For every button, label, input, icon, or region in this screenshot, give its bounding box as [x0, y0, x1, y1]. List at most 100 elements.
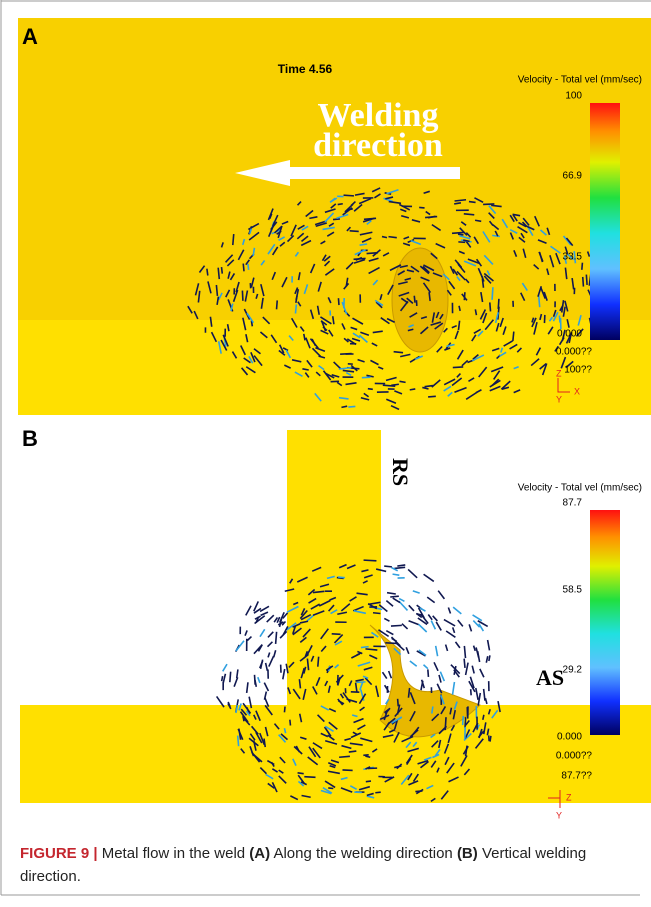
flow-vector — [428, 669, 429, 677]
flow-vector — [234, 677, 238, 686]
flow-vector — [402, 624, 408, 629]
flow-vector — [436, 646, 438, 656]
color-bar — [590, 103, 620, 340]
flow-vector — [348, 406, 355, 407]
flow-vector — [466, 663, 468, 675]
flow-vector — [414, 296, 415, 303]
flow-vector — [266, 663, 268, 671]
flow-vector — [338, 204, 343, 205]
flow-vector — [453, 682, 455, 695]
time-label: Time 4.56 — [278, 62, 333, 76]
flow-vector — [482, 279, 483, 288]
flow-vector — [318, 657, 319, 667]
flow-vector — [248, 264, 249, 270]
flow-vector — [298, 773, 304, 774]
flow-vector — [489, 655, 490, 661]
flow-vector — [255, 680, 256, 687]
panel-label: A — [22, 24, 38, 49]
flow-vector — [264, 683, 268, 691]
flow-vector — [431, 621, 435, 630]
flow-vector — [424, 665, 428, 669]
arrow-text: direction — [313, 127, 443, 164]
flow-vector — [453, 367, 463, 368]
flow-vector — [408, 569, 417, 577]
scale-label: 0.000 — [557, 732, 582, 743]
flow-vector — [399, 599, 404, 602]
flow-vector — [393, 574, 400, 575]
flow-vector — [230, 672, 231, 683]
flow-vector — [469, 202, 476, 203]
flow-vector — [415, 791, 422, 792]
figure-number: FIGURE 9 | — [20, 845, 98, 862]
flow-vector — [583, 277, 584, 287]
flow-vector — [428, 615, 432, 620]
flow-vector — [349, 751, 357, 752]
flow-vector — [216, 285, 217, 296]
flow-vector — [444, 620, 455, 626]
flow-vector — [268, 632, 273, 638]
panel-label: B — [22, 426, 38, 451]
flow-vector — [243, 716, 244, 721]
figure: A Time 4.56 Welding direction Velocity -… — [0, 0, 651, 907]
flow-vector — [453, 627, 455, 633]
flow-vector — [464, 214, 474, 215]
flow-vector — [409, 621, 419, 625]
flow-vector — [453, 607, 461, 614]
flow-vector — [399, 381, 405, 382]
flow-vector — [366, 781, 371, 782]
flow-vector — [427, 597, 434, 602]
caption-text: Along the welding direction — [273, 845, 452, 862]
flow-vector — [424, 574, 434, 581]
caption: FIGURE 9 | Metal flow in the weld (A) Al… — [20, 842, 630, 888]
flow-vector — [433, 616, 438, 621]
scale-label: 58.5 — [563, 585, 583, 596]
flow-vector — [245, 630, 247, 635]
flow-vector — [484, 689, 485, 701]
flow-vector — [342, 770, 352, 771]
scale-note: 0.000?? — [556, 347, 593, 358]
caption-ref: (A) — [249, 845, 270, 862]
flow-vector — [458, 234, 463, 235]
flow-vector — [463, 716, 464, 725]
flow-vector — [490, 736, 491, 742]
flow-vector — [383, 385, 395, 386]
flow-vector — [397, 565, 405, 566]
flow-vector — [472, 666, 474, 674]
flow-vector — [488, 640, 490, 650]
flow-vector — [222, 267, 223, 274]
flow-vector — [390, 596, 399, 597]
flow-vector — [448, 607, 450, 613]
tool — [392, 248, 448, 352]
flow-vector — [328, 788, 333, 789]
flow-vector — [413, 591, 420, 593]
color-bar — [590, 510, 620, 735]
flow-vector — [222, 676, 223, 681]
scale-note: 0.000?? — [556, 751, 593, 762]
rs-label: RS — [388, 458, 413, 486]
flow-vector — [207, 269, 208, 276]
flow-vector — [452, 232, 464, 233]
flow-vector — [242, 291, 243, 301]
flow-vector — [408, 688, 409, 698]
flow-vector — [478, 651, 480, 662]
flow-vector — [237, 669, 238, 678]
flow-vector — [236, 641, 244, 651]
flow-vector — [425, 217, 437, 218]
flow-vector — [464, 659, 465, 668]
flow-vector — [419, 624, 427, 632]
scale-label: 29.2 — [563, 665, 583, 676]
flow-vector — [338, 577, 345, 578]
flow-vector — [295, 304, 296, 313]
flow-vector — [223, 674, 225, 683]
flow-vector — [340, 354, 352, 355]
flow-vector — [280, 618, 282, 627]
flow-vector — [428, 396, 436, 397]
flow-vector — [582, 263, 583, 270]
flow-vector — [429, 292, 430, 301]
scale-label: 0.000 — [557, 329, 582, 340]
caption-text: Metal flow in the weld — [102, 845, 245, 862]
legend-title: Velocity - Total vel (mm/sec) — [518, 483, 642, 494]
flow-vector — [490, 302, 491, 311]
flow-vector — [386, 601, 393, 607]
flow-vector — [339, 756, 350, 757]
